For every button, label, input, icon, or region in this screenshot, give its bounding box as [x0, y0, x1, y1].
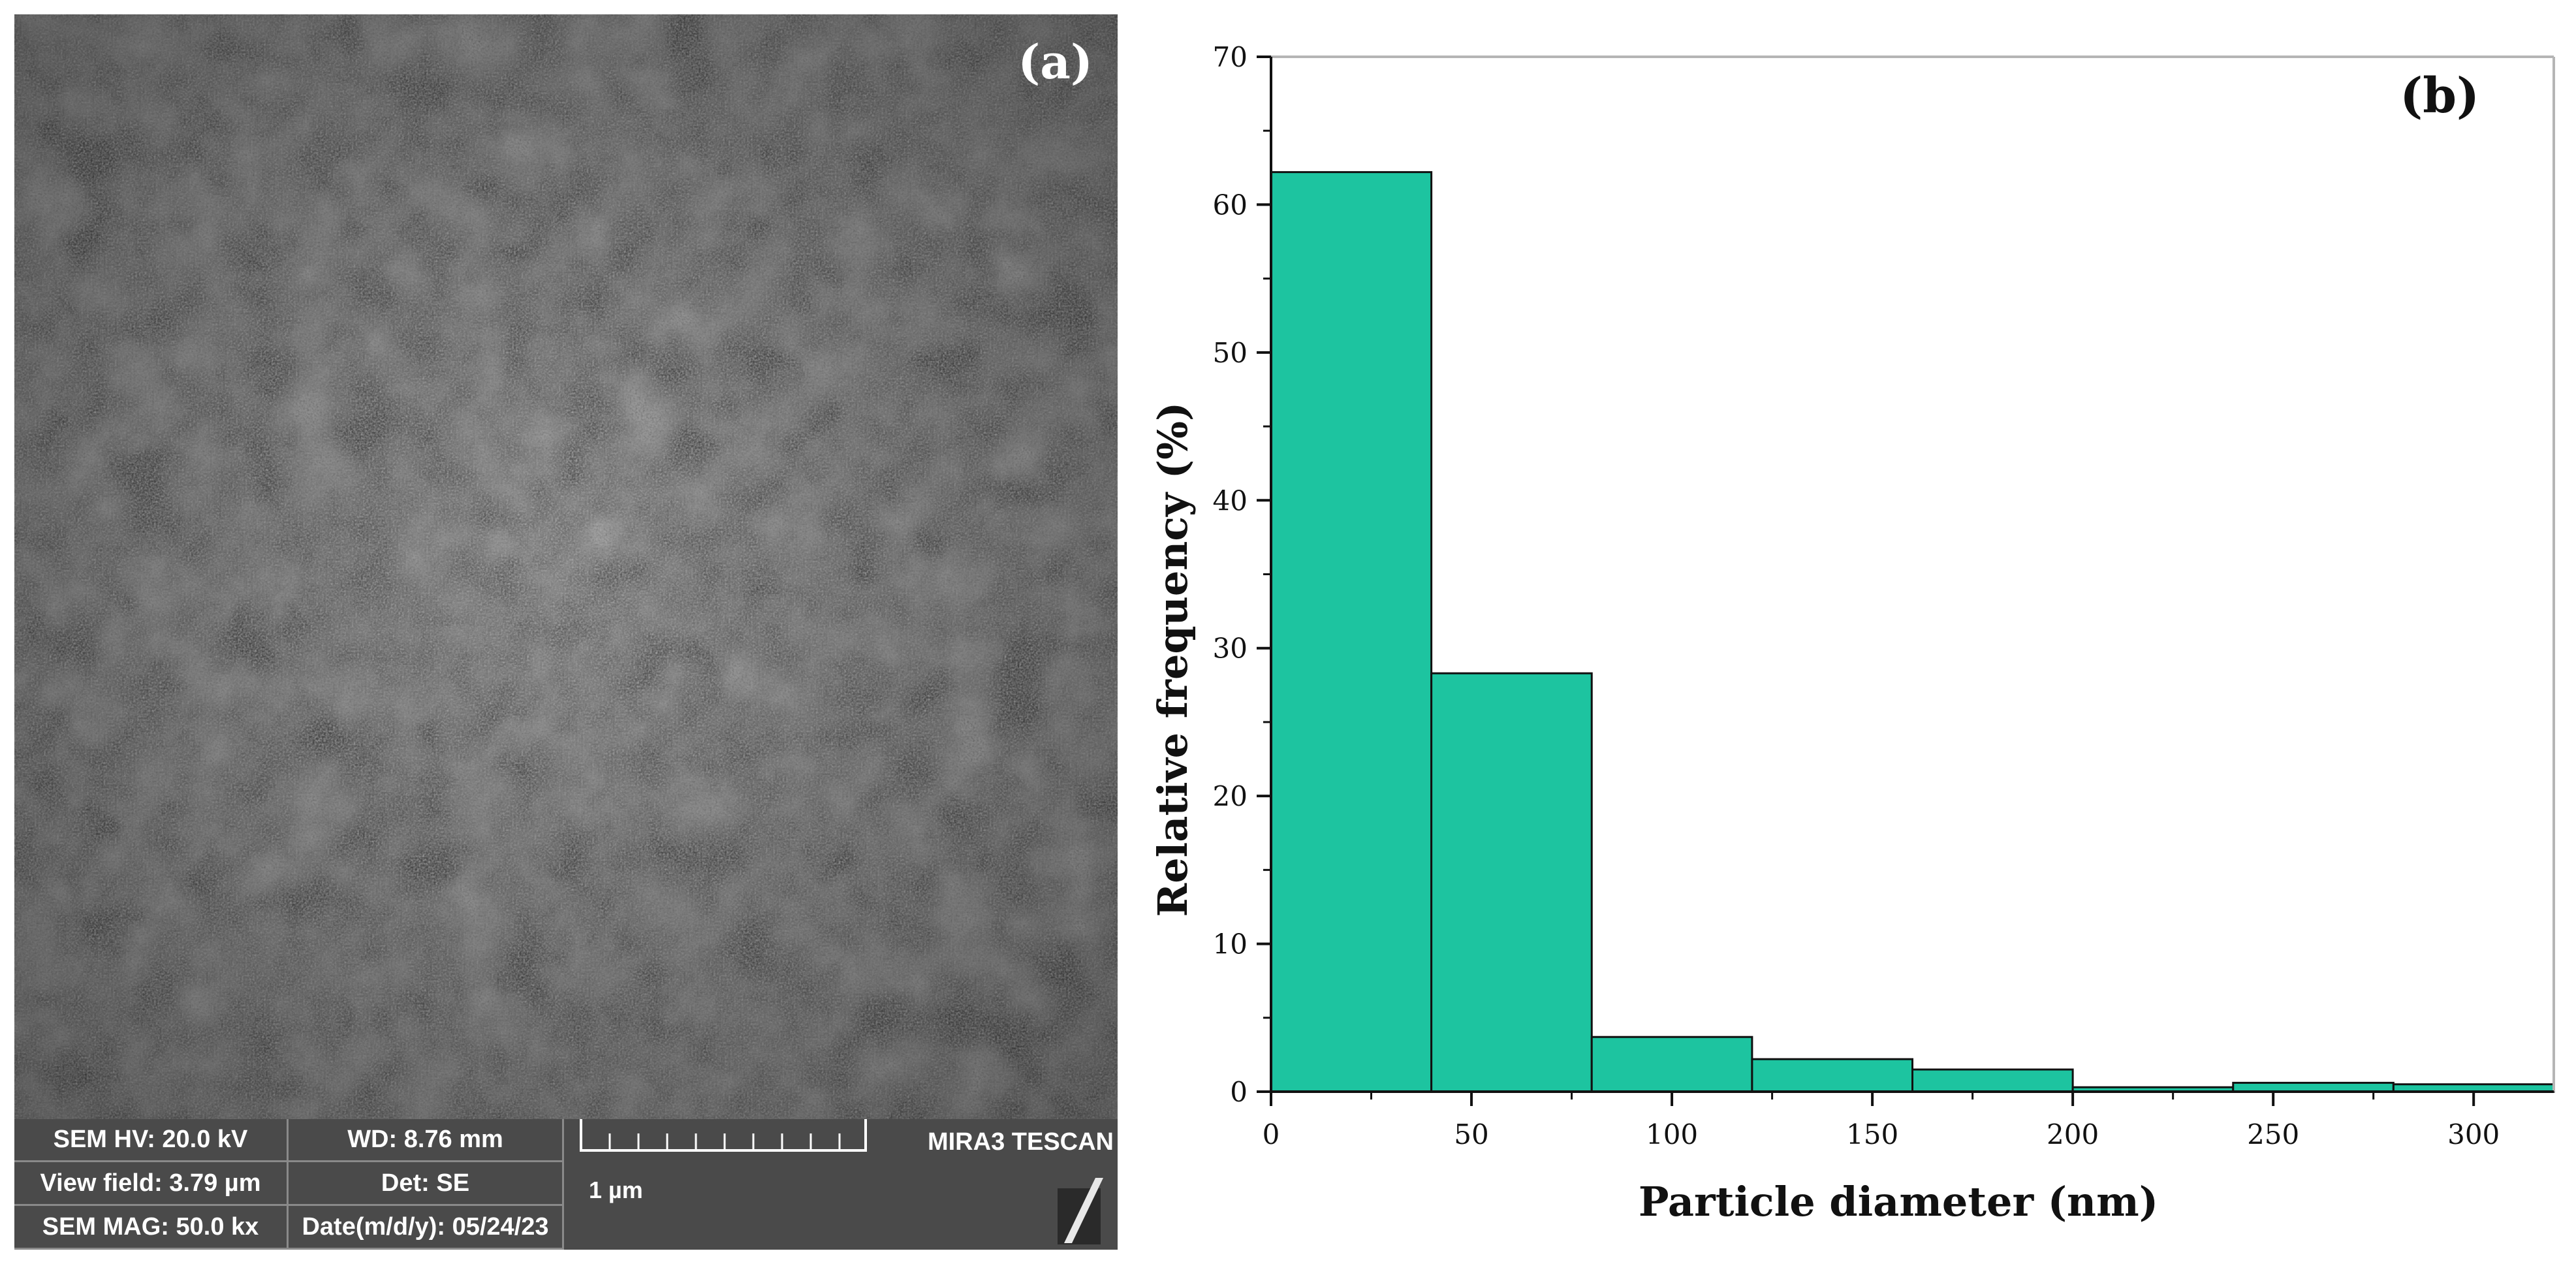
- scale-bar: [580, 1119, 867, 1152]
- y-tick-label: 20: [1213, 780, 1248, 812]
- scale-label: 1 µm: [589, 1177, 643, 1203]
- histogram-bar: [1911, 1068, 2074, 1093]
- view-field: View field: 3.79 µm: [14, 1162, 289, 1206]
- histogram-bar: [1590, 1036, 1753, 1093]
- x-tick-label: 200: [2047, 1118, 2099, 1150]
- detector-field: Det: SE: [289, 1162, 564, 1206]
- x-axis: 0 50 100 150 200 250 300: [1263, 1092, 2500, 1150]
- tescan-logo-icon: [1058, 1178, 1103, 1244]
- sem-micrograph: [14, 14, 1118, 1119]
- x-tick-label: 250: [2247, 1118, 2299, 1150]
- x-tick-label: 0: [1263, 1118, 1280, 1150]
- histogram-bar: [1751, 1058, 1913, 1093]
- panel-b-label: (b): [2400, 68, 2479, 124]
- instrument-brand: MIRA3 TESCAN: [927, 1128, 1114, 1156]
- histogram-bar: [1430, 672, 1593, 1093]
- histogram-bar: [1270, 171, 1433, 1093]
- bars-group: [1270, 171, 2555, 1093]
- magnification-field: SEM MAG: 50.0 kx: [14, 1206, 289, 1250]
- x-tick-label: 100: [1646, 1118, 1698, 1150]
- y-tick-label: 50: [1213, 337, 1248, 369]
- histogram-chart: 0 10 20 30 40 50 60 70 0 50 100 150 200 250 300 Parti…: [1149, 41, 2555, 1226]
- sem-info-bar: SEM HV: 20.0 kV WD: 8.76 mm View field: …: [14, 1119, 1118, 1250]
- panel-a-label: (a): [1018, 34, 1093, 89]
- y-tick-label: 60: [1213, 189, 1248, 221]
- date-field: Date(m/d/y): 05/24/23: [289, 1206, 564, 1250]
- x-tick-label: 300: [2447, 1118, 2500, 1150]
- x-tick-label: 50: [1454, 1118, 1488, 1150]
- scale-cell: 1 µm: [564, 1119, 884, 1250]
- histogram-bar: [2232, 1081, 2395, 1093]
- y-tick-label: 0: [1230, 1076, 1248, 1108]
- y-tick-label: 10: [1213, 928, 1248, 960]
- y-tick-label: 40: [1213, 484, 1248, 516]
- sem-hv-field: SEM HV: 20.0 kV: [14, 1119, 289, 1162]
- y-axis-title: Relative frequency (%): [1149, 402, 1197, 917]
- y-tick-label: 30: [1213, 633, 1248, 665]
- sem-panel: (a) SEM HV: 20.0 kV WD: 8.76 mm View fie…: [14, 14, 1118, 1250]
- y-tick-label: 70: [1213, 41, 1248, 73]
- wd-field: WD: 8.76 mm: [289, 1119, 564, 1162]
- x-tick-label: 150: [1846, 1118, 1898, 1150]
- y-axis: 0 10 20 30 40 50 60 70: [1213, 41, 1271, 1108]
- x-axis-title: Particle diameter (nm): [1639, 1178, 2158, 1226]
